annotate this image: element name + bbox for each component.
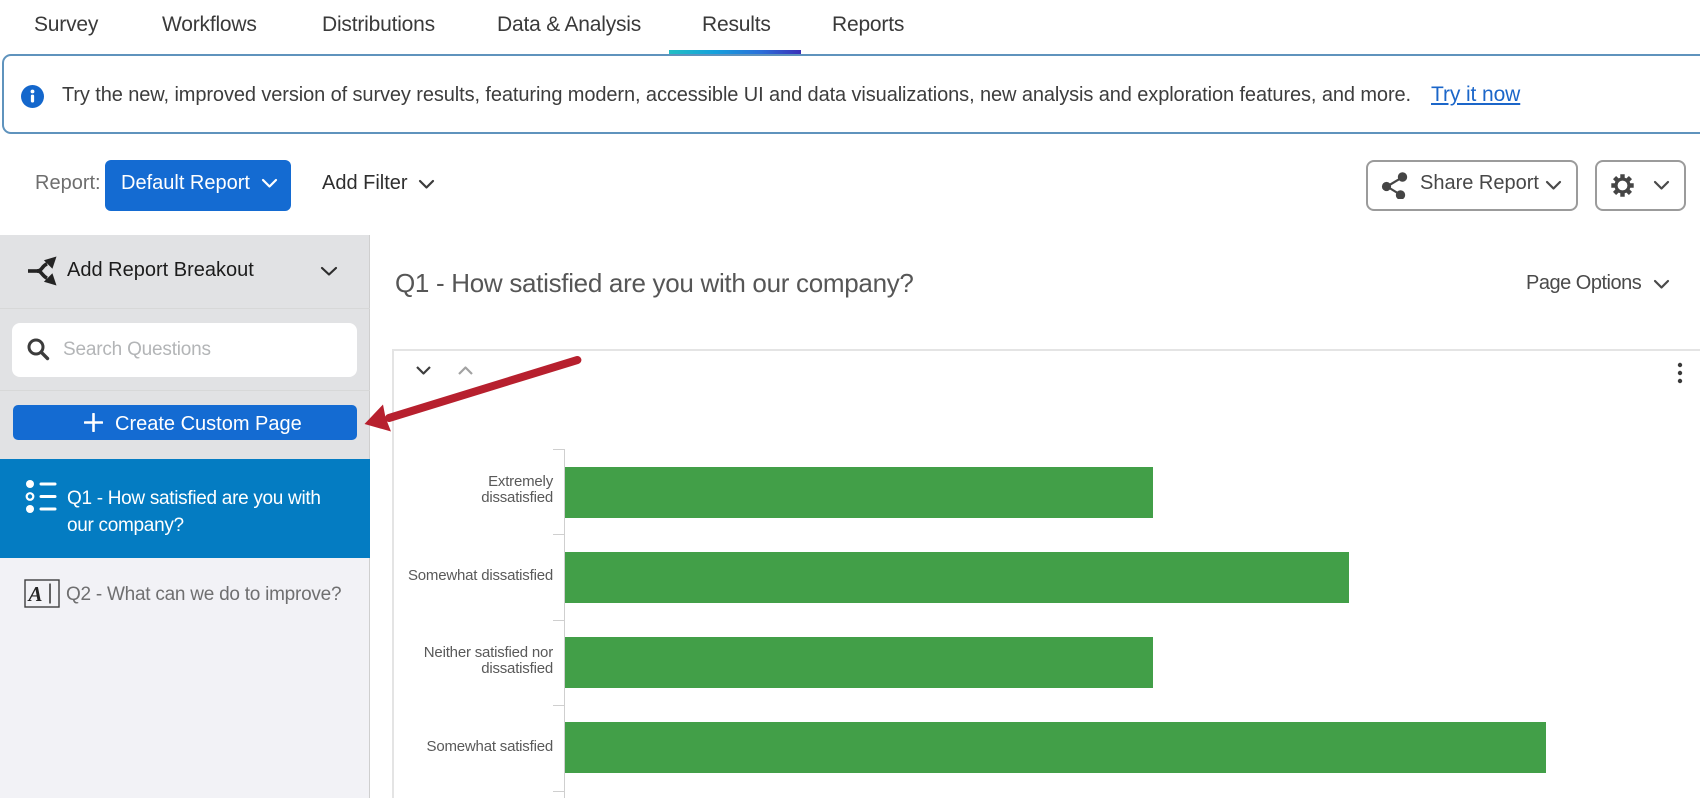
svg-text:A: A [27, 582, 43, 606]
